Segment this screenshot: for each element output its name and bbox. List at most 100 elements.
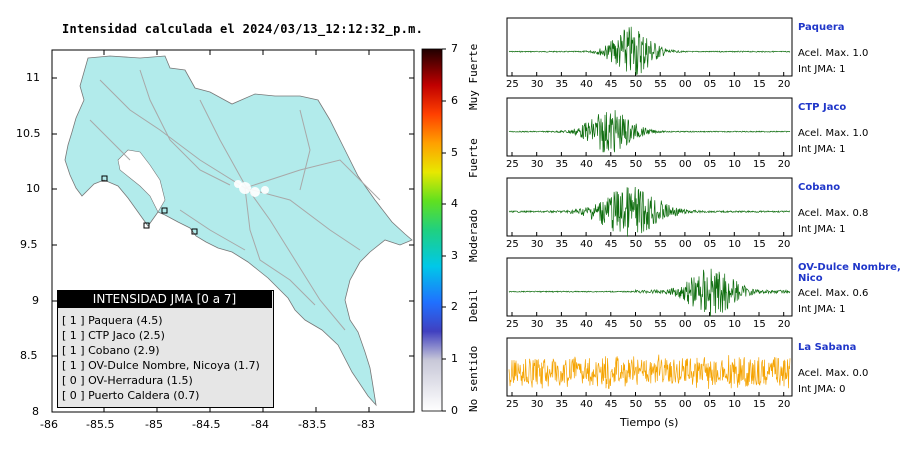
- lon-label: -86: [40, 418, 58, 431]
- lon-label: -83.5: [298, 418, 327, 431]
- waveform-panels: [506, 17, 793, 397]
- station-accel: Acel. Max. 1.0: [798, 48, 869, 59]
- lon-label: -85.5: [86, 418, 115, 431]
- time-tick-label: 05: [703, 159, 717, 170]
- colorbar-ticks: [442, 48, 446, 412]
- time-tick-label: 40: [580, 159, 593, 170]
- waveform-trace: [508, 26, 791, 75]
- time-tick-label: 05: [703, 399, 717, 410]
- lat-label: 8: [32, 405, 39, 418]
- colorbar-tick: 0: [451, 404, 458, 417]
- time-tick-label: 45: [604, 399, 618, 410]
- waveform-panel: [506, 257, 793, 317]
- waveform-trace: [508, 186, 790, 237]
- legend-item: [ 1 ] CTP Jaco (2.5): [62, 329, 165, 342]
- lon-label: -83: [357, 418, 375, 431]
- station-name: La Sabana: [798, 342, 857, 353]
- colorbar-category: No sentido: [467, 345, 480, 412]
- time-tick-label: 30: [530, 159, 544, 170]
- time-tick-label: 15: [753, 159, 766, 170]
- station-accel: Acel. Max. 1.0: [798, 128, 869, 139]
- urban-area: [234, 180, 269, 197]
- time-tick-label: 35: [555, 79, 569, 90]
- colorbar-category: Moderado: [467, 209, 480, 262]
- time-tick-label: 00: [678, 79, 692, 90]
- legend-header: INTENSIDAD JMA [0 a 7]: [57, 290, 272, 308]
- legend-item: [ 0 ] OV-Herradura (1.5): [62, 374, 193, 387]
- time-tick-label: 35: [555, 159, 569, 170]
- waveform-trace: [508, 268, 791, 317]
- time-tick-label: 20: [777, 399, 791, 410]
- time-tick-label: 05: [703, 79, 717, 90]
- legend-item: [ 1 ] Cobano (2.9): [62, 344, 160, 357]
- station-marker: [143, 222, 150, 229]
- legend-item: [ 0 ] Puerto Caldera (0.7): [62, 389, 200, 402]
- station-name: OV-Dulce Nombre, Nico: [798, 262, 901, 284]
- lat-label: 8.5: [20, 349, 38, 362]
- map-title: Intensidad calculada el 2024/03/13_12:12…: [62, 22, 424, 36]
- lat-label: 10: [26, 182, 40, 195]
- time-tick-label: 10: [728, 79, 742, 90]
- time-tick-label: 10: [728, 239, 742, 250]
- costa-rica-land: [64, 55, 413, 407]
- colorbar-tick: 1: [451, 352, 458, 365]
- time-tick-label: 50: [629, 319, 643, 330]
- lon-label: -84.5: [192, 418, 221, 431]
- gulf-of-nicoya: [117, 149, 166, 213]
- time-tick-label: 55: [654, 159, 667, 170]
- time-axis-label: Tiempo (s): [620, 416, 679, 429]
- station-accel: Acel. Max. 0.8: [798, 208, 869, 219]
- station-marker: [161, 207, 168, 214]
- time-tick-label: 10: [728, 319, 742, 330]
- time-tick-label: 55: [654, 399, 667, 410]
- lon-label: -84: [251, 418, 269, 431]
- colorbar-tick: 3: [451, 249, 458, 262]
- time-tick-label: 30: [530, 79, 544, 90]
- time-tick-label: 50: [629, 399, 643, 410]
- station-name: Cobano: [798, 182, 841, 193]
- time-tick-label: 10: [728, 399, 742, 410]
- colorbar-tick: 5: [451, 146, 458, 159]
- intensity-colorbar: [421, 48, 443, 412]
- time-tick-label: 05: [703, 319, 717, 330]
- time-tick-label: 35: [555, 319, 569, 330]
- lat-label: 11: [26, 71, 40, 84]
- station-jma: Int JMA: 0: [798, 384, 846, 395]
- waveform-trace: [508, 110, 791, 153]
- lat-label: 9: [32, 294, 39, 307]
- station-jma: Int JMA: 1: [798, 64, 846, 75]
- intensity-legend: [57, 290, 274, 408]
- colorbar-tick: 7: [451, 42, 458, 55]
- time-tick-label: 45: [604, 79, 618, 90]
- time-tick-label: 00: [678, 319, 692, 330]
- time-tick-label: 15: [753, 79, 766, 90]
- time-tick-label: 40: [580, 399, 593, 410]
- waveform-panel: [506, 97, 793, 157]
- station-accel: Acel. Max. 0.6: [798, 288, 869, 299]
- time-tick-label: 20: [777, 159, 791, 170]
- station-name: Paquera: [798, 22, 845, 33]
- time-tick-label: 40: [580, 319, 593, 330]
- time-tick-label: 30: [530, 319, 544, 330]
- time-tick-label: 40: [580, 79, 593, 90]
- time-tick-label: 25: [506, 399, 519, 410]
- time-tick-label: 50: [629, 159, 643, 170]
- station-jma: Int JMA: 1: [798, 304, 846, 315]
- time-tick-label: 45: [604, 319, 618, 330]
- colorbar-tick: 6: [451, 94, 458, 107]
- time-tick-label: 45: [604, 159, 618, 170]
- legend-item: [ 1 ] Paquera (4.5): [62, 314, 163, 327]
- station-jma: Int JMA: 1: [798, 224, 846, 235]
- time-tick-label: 15: [753, 319, 766, 330]
- time-tick-label: 25: [506, 239, 519, 250]
- time-tick-label: 05: [703, 239, 717, 250]
- station-marker: [191, 228, 198, 235]
- time-tick-label: 35: [555, 399, 569, 410]
- time-tick-label: 25: [506, 319, 519, 330]
- time-tick-label: 20: [777, 319, 791, 330]
- lon-label: -85: [145, 418, 163, 431]
- time-tick-label: 15: [753, 399, 766, 410]
- station-accel: Acel. Max. 0.0: [798, 368, 869, 379]
- time-tick-label: 35: [555, 239, 569, 250]
